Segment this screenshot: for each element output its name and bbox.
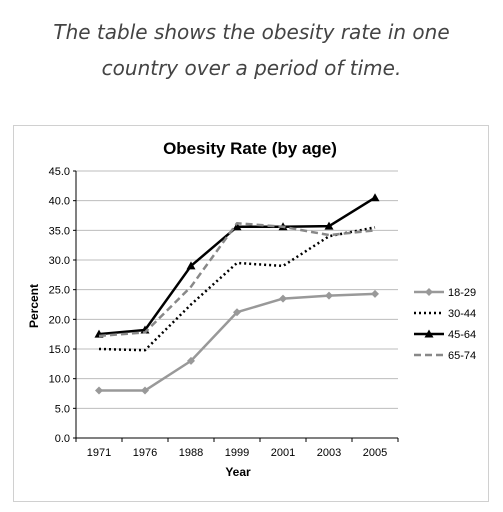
- legend: 18-29 30-44 45-64 65-74: [414, 287, 476, 362]
- y-tick-labels: 0.0 5.0 10.0 15.0 20.0 25.0 30.0 35.0 40.0 45.0: [49, 166, 70, 445]
- data-point-18-29: [325, 291, 333, 300]
- legend-marker-45-64: [424, 329, 434, 338]
- y-tick-label: 0.0: [55, 433, 70, 445]
- y-tick-label: 35.0: [49, 225, 70, 237]
- data-point-18-29: [141, 386, 149, 395]
- legend-label-18-29: 18-29: [448, 287, 476, 299]
- x-tick-label: 2005: [363, 447, 387, 459]
- y-tick-label: 5.0: [55, 403, 70, 415]
- x-tick-label: 1988: [179, 447, 203, 459]
- y-tick-label: 45.0: [49, 166, 70, 178]
- chart-title: Obesity Rate (by age): [163, 139, 337, 158]
- y-tick-label: 10.0: [49, 374, 70, 386]
- legend-label-30-44: 30-44: [448, 308, 476, 320]
- x-tick-label: 1971: [87, 447, 111, 459]
- axes: [75, 171, 398, 439]
- series-line-65-74: [98, 221, 376, 338]
- x-axis-label: Year: [225, 465, 251, 479]
- series-lines: [94, 193, 380, 395]
- y-tick-label: 40.0: [49, 196, 70, 208]
- data-point-45-64: [232, 222, 242, 231]
- data-point-18-29: [95, 386, 103, 395]
- x-tick-label: 1999: [225, 447, 249, 459]
- data-point-18-29: [187, 356, 195, 365]
- y-axis-label: Percent: [27, 284, 41, 328]
- data-point-45-64: [324, 221, 334, 230]
- caption-line-1: The table shows the obesity rate in one: [53, 20, 450, 44]
- x-tick-label: 2003: [317, 447, 341, 459]
- data-point-45-64: [186, 261, 196, 270]
- chart-caption: The table shows the obesity rate in one …: [0, 14, 503, 86]
- chart-frame: [13, 125, 489, 502]
- legend-marker-18-29: [425, 288, 433, 296]
- x-tick-label: 2001: [271, 447, 295, 459]
- data-point-18-29: [233, 308, 241, 317]
- y-tick-label: 15.0: [49, 344, 70, 356]
- data-point-18-29: [371, 289, 379, 298]
- y-tick-label: 30.0: [49, 255, 70, 267]
- x-tick-label: 1976: [133, 447, 157, 459]
- data-point-45-64: [370, 193, 380, 202]
- caption-line-2: country over a period of time.: [101, 56, 402, 80]
- legend-label-45-64: 45-64: [448, 329, 476, 341]
- gridlines: [73, 170, 398, 439]
- x-tick-labels: 1971 1976 1988 1999 2001 2003 2005: [75, 438, 399, 459]
- y-tick-label: 25.0: [49, 285, 70, 297]
- data-point-18-29: [279, 294, 287, 303]
- legend-label-65-74: 65-74: [448, 350, 476, 362]
- series-line-30-44: [98, 226, 376, 352]
- y-tick-label: 20.0: [49, 314, 70, 326]
